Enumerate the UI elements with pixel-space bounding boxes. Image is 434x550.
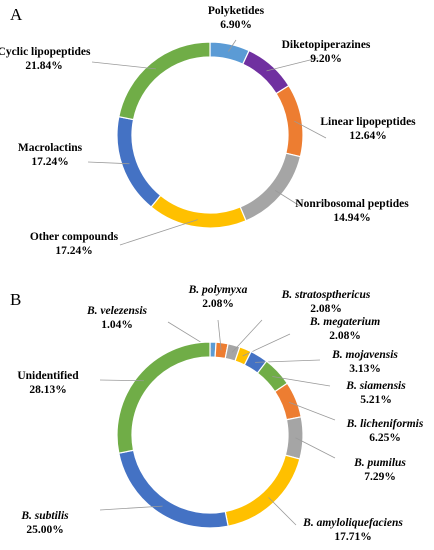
donut-chart-a: Polyketides 6.90% Diketopiperazines 9.20% Li… (0, 5, 416, 257)
leader-line-polyketides (228, 39, 237, 52)
slice-value-b-licheniformis: 6.25% (369, 432, 401, 444)
slice-label-b-polymyxa: B. polymyxa (188, 284, 248, 296)
slice-label-other-compounds: Other compounds (30, 231, 119, 243)
slice-label-macrolactins: Macrolactins (18, 142, 83, 154)
panel-letter-b: B (10, 290, 21, 309)
slice-value-b-siamensis: 5.21% (360, 394, 392, 406)
slice-label-b-mojavensis: B. mojavensis (331, 349, 398, 361)
slice-label-b-pumilus: B. pumilus (353, 457, 406, 469)
slice-value-other-compounds: 17.24% (55, 245, 92, 257)
slice-cyclic-lipopeptides (118, 41, 211, 121)
slice-label-unidentified: Unidentified (17, 370, 79, 382)
leader-line-b-pumilus (295, 437, 336, 459)
slice-macrolactins (116, 115, 162, 208)
slice-nonribosomal-peptides (239, 152, 302, 222)
slice-linear-lipopeptides (275, 84, 304, 158)
leader-line-cyclic-lipopeptides (91, 61, 156, 70)
slice-value-nonribosomal-peptides: 14.94% (333, 212, 370, 224)
leader-line-linear-lipopeptides (294, 120, 327, 139)
slice-label-nonribosomal-peptides: Nonribosomal peptides (295, 198, 409, 210)
slice-value-cyclic-lipopeptides: 21.84% (25, 60, 62, 72)
slice-label-b-siamensis: B. siamensis (345, 380, 406, 392)
slice-polyketides (209, 41, 250, 66)
slice-value-macrolactins: 17.24% (31, 156, 68, 168)
slice-value-linear-lipopeptides: 12.64% (349, 130, 386, 142)
leader-line-diketopiperazines (266, 57, 319, 72)
slice-label-b-subtilis: B. subtilis (20, 510, 69, 522)
slice-label-b-licheniformis: B. licheniformis (346, 418, 424, 430)
slice-label-polyketides: Polyketides (208, 5, 265, 17)
leader-line-b-subtilis (99, 505, 163, 511)
slice-label-cyclic-lipopeptides: Cyclic lipopeptides (0, 46, 91, 58)
leader-line-other-compounds (119, 219, 198, 246)
slice-value-b-subtilis: 25.00% (26, 524, 63, 536)
leader-line-macrolactins (87, 161, 130, 165)
slice-diketopiperazines (241, 49, 290, 95)
slice-value-b-velezensis: 1.04% (101, 319, 133, 331)
leader-line-b-siamensis (272, 376, 331, 387)
leader-line-unidentified (99, 379, 144, 382)
slice-value-b-polymyxa: 2.08% (202, 298, 234, 310)
donut-chart-b: B. velezensis 1.04% B. polymyxa 2.08% B. str… (17, 284, 424, 543)
slice-value-diketopiperazines: 9.20% (310, 53, 342, 65)
slice-label-diketopiperazines: Diketopiperazines (282, 39, 371, 51)
slice-unidentified (116, 341, 211, 454)
slice-label-b-megaterium: B. megaterium (309, 316, 380, 328)
leader-line-b-stratospthericus (231, 319, 263, 353)
slice-value-b-mojavensis: 3.13% (349, 363, 381, 375)
slice-value-b-stratospthericus: 2.08% (310, 303, 342, 315)
slice-value-b-pumilus: 7.29% (364, 471, 396, 483)
leader-line-b-polymyxa (217, 319, 222, 351)
panel-letter-a: A (10, 5, 23, 24)
leader-line-b-licheniformis (288, 401, 336, 421)
slice-b-pumilus (284, 416, 304, 460)
leader-line-nonribosomal-peptides (274, 190, 301, 207)
slice-b-licheniformis (274, 382, 302, 421)
slice-value-polyketides: 6.90% (220, 19, 252, 31)
slice-value-b-megaterium: 2.08% (329, 330, 361, 342)
slice-label-b-velezensis: B. velezensis (86, 305, 148, 317)
slice-label-b-stratospthericus: B. stratospthericus (281, 289, 371, 301)
slice-value-b-amyloliquefaciens: 17.71% (334, 531, 371, 543)
slice-label-linear-lipopeptides: Linear lipopeptides (320, 116, 416, 128)
slice-other-compounds (150, 194, 247, 229)
slice-b-amyloliquefaciens (224, 454, 301, 527)
slice-label-b-amyloliquefaciens: B. amyloliquefaciens (302, 517, 403, 529)
leader-line-b-amyloliquefaciens (268, 497, 297, 526)
leader-line-b-megaterium (242, 333, 291, 357)
slice-b-subtilis (118, 449, 229, 529)
slice-value-unidentified: 28.13% (29, 384, 66, 396)
